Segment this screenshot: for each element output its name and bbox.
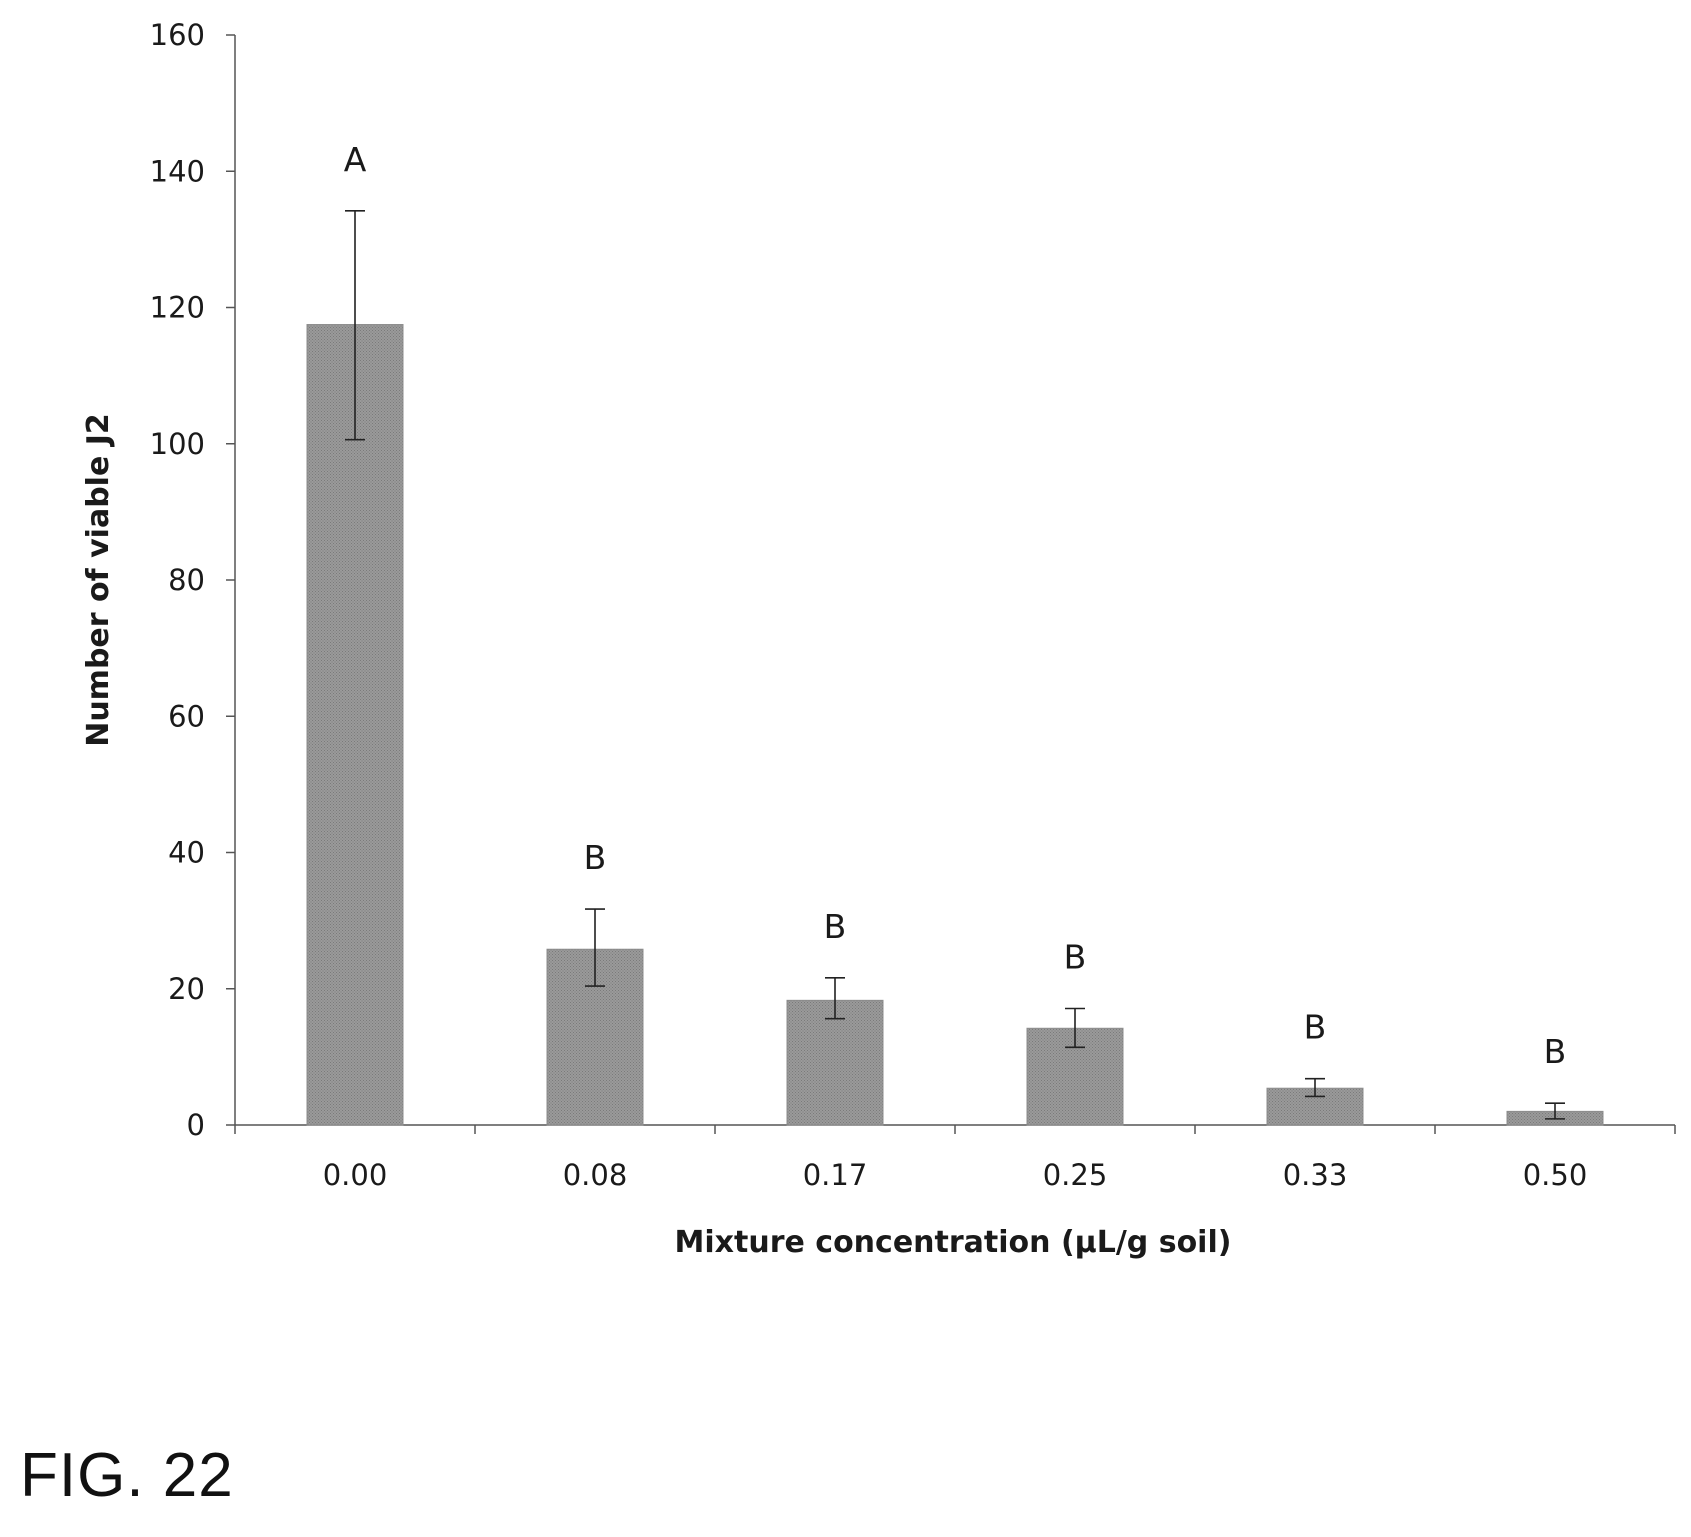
group-letter: B [584, 838, 607, 877]
y-tick-label: 80 [168, 563, 205, 597]
x-tick-label: 0.00 [323, 1158, 388, 1192]
figure-label: FIG. 22 [20, 1441, 234, 1510]
y-tick-label: 120 [150, 291, 205, 325]
x-tick-label: 0.25 [1043, 1158, 1108, 1192]
group-letter: B [1544, 1032, 1567, 1071]
group-letter: B [1064, 938, 1087, 977]
group-letter: B [824, 907, 847, 946]
y-tick-label: 140 [150, 154, 205, 188]
y-tick-label: 100 [150, 427, 205, 461]
y-tick-label: 20 [168, 972, 205, 1006]
y-tick-label: 0 [187, 1108, 205, 1142]
y-axis-title: Number of viable J2 [81, 413, 116, 747]
x-axis-title: Mixture concentration (µL/g soil) [675, 1225, 1232, 1260]
y-tick-label: 60 [168, 699, 205, 733]
plot-area: 0 20 40 60 80 100 120 140 160 A 0.00 B 0.08 B 0.17 B 0.2… [150, 18, 1676, 1192]
y-tick-label: 160 [150, 18, 205, 52]
x-tick-label: 0.33 [1283, 1158, 1348, 1192]
x-tick-label: 0.50 [1523, 1158, 1588, 1192]
bar-0.17 [786, 999, 884, 1126]
group-letter: A [344, 140, 367, 179]
y-tick-label: 40 [168, 836, 205, 870]
group-letter: B [1304, 1008, 1327, 1047]
bar-0.08 [546, 948, 644, 1126]
x-tick-label: 0.17 [803, 1158, 868, 1192]
x-tick-label: 0.08 [563, 1158, 628, 1192]
bar-0.00 [306, 324, 404, 1126]
